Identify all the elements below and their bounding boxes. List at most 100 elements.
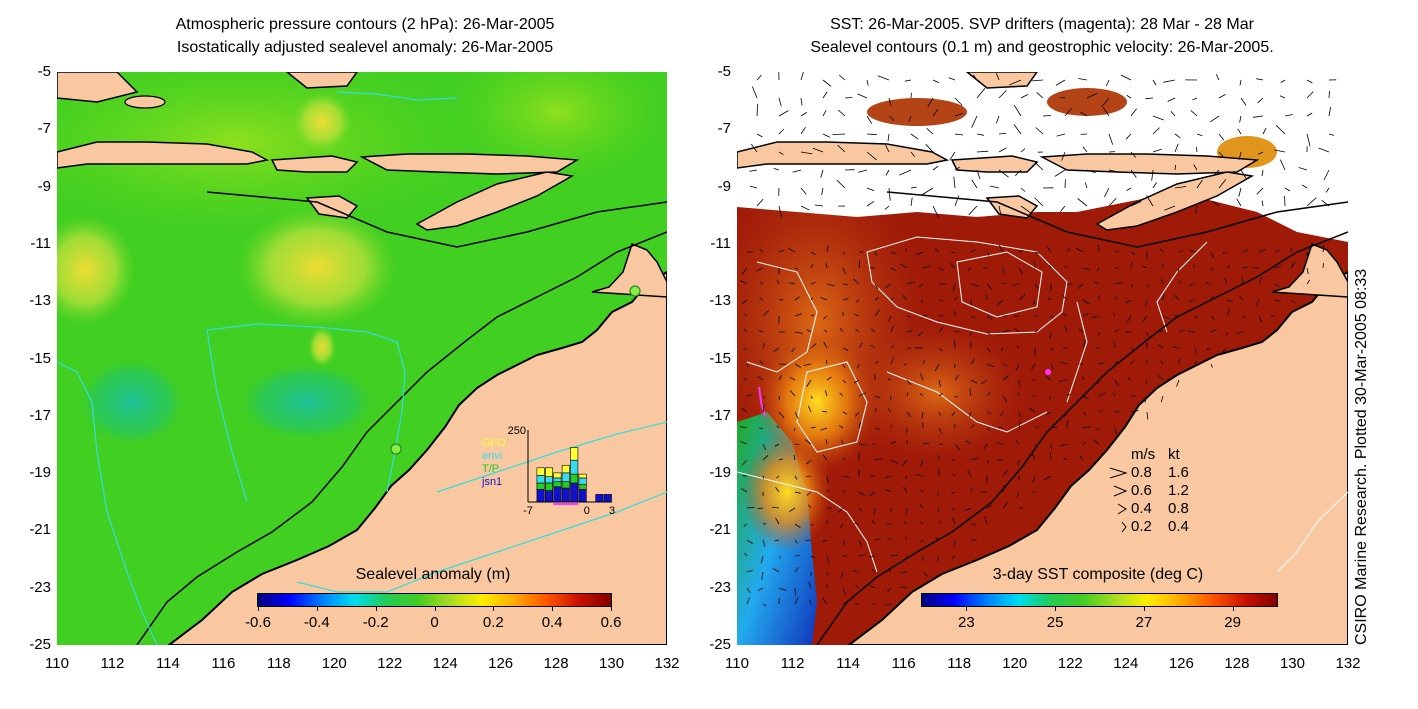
velocity-arrow: [1078, 78, 1088, 81]
inset-bar-segment: [536, 475, 545, 484]
velocity-arrow: [762, 343, 765, 349]
inset-bar-segment: [603, 494, 612, 503]
velocity-arrow: [1112, 392, 1116, 397]
velocity-arrow: [871, 519, 876, 525]
velocity-arrow: [1280, 79, 1286, 83]
inset-xtick-label: 0: [584, 505, 590, 517]
velocity-arrow: [1130, 151, 1137, 158]
velocity-arrow: [887, 538, 892, 541]
velocity-arrow: [976, 169, 981, 180]
velocity-arrow: [1002, 469, 1008, 477]
velocity-arrow: [1189, 299, 1196, 302]
velocity-arrow: [1210, 328, 1218, 333]
velocity-arrow: [919, 521, 924, 525]
velocity-legend-ms: 0.8: [1131, 464, 1152, 481]
velocity-arrow: [887, 587, 892, 592]
velocity-arrow: [778, 97, 782, 107]
velocity-arrow: [1034, 443, 1037, 448]
velocity-arrow: [1145, 299, 1148, 307]
velocity-arrow: [874, 297, 879, 301]
velocity-arrow: [890, 267, 896, 272]
velocity-arrow: [744, 552, 748, 557]
velocity-arrow: [910, 186, 917, 189]
velocity-arrow: [886, 489, 892, 493]
velocity-arrow: [866, 115, 873, 124]
velocity-arrow: [1306, 279, 1311, 285]
velocity-arrow: [794, 523, 801, 529]
velocity-arrow: [1279, 95, 1286, 99]
velocity-arrow: [1055, 79, 1066, 86]
lon-tick-label: 132: [1335, 655, 1361, 672]
inset-legend-label: jsn1: [481, 476, 502, 488]
velocity-arrow: [1174, 143, 1179, 153]
left-pressure-contour-1: [206, 323, 406, 493]
velocity-arrow: [1018, 379, 1021, 387]
velocity-arrow: [1016, 491, 1020, 498]
velocity-arrow: [986, 283, 993, 290]
velocity-legend-header-kt: kt: [1168, 446, 1180, 463]
velocity-arrow: [1306, 133, 1311, 147]
velocity-arrow: [762, 603, 767, 607]
velocity-arrow: [1210, 315, 1215, 320]
velocity-arrow: [906, 347, 912, 349]
velocity-arrow: [1218, 133, 1225, 141]
velocity-arrow: [1017, 459, 1020, 467]
left-land-sumbawa-flores: [359, 153, 580, 175]
velocity-legend-header-ms: m/s: [1131, 446, 1156, 463]
lon-tick-label: 116: [891, 655, 916, 672]
velocity-arrow: [983, 267, 988, 269]
velocity-arrow: [1196, 179, 1203, 189]
velocity-arrow: [949, 262, 956, 269]
inset-bar-segment: [578, 473, 587, 479]
velocity-arrow: [1034, 283, 1039, 289]
velocity-arrow: [986, 347, 991, 352]
velocity-arrow: [808, 582, 812, 589]
velocity-arrow: [756, 103, 759, 117]
velocity-arrow: [1196, 133, 1203, 137]
velocity-arrow: [805, 539, 812, 541]
velocity-arrow: [906, 315, 911, 318]
velocity-arrow: [778, 458, 784, 461]
velocity-arrow: [1328, 133, 1335, 136]
right-cloud-patch: [737, 82, 817, 122]
right-land-timor: [1095, 171, 1255, 231]
velocity-arrow: [1066, 420, 1069, 429]
velocity-arrow: [806, 459, 812, 465]
left-title-line1: Atmospheric pressure contours (2 hPa): 2…: [175, 16, 555, 33]
lat-tick-label: -13: [29, 292, 51, 310]
velocity-arrow: [803, 363, 812, 366]
velocity-arrow: [1210, 295, 1214, 301]
right-sst-patch-north-2: [867, 98, 967, 126]
velocity-arrow: [986, 411, 991, 414]
velocity-arrow: [970, 299, 972, 306]
velocity-arrow: [821, 187, 824, 195]
lat-tick-label: -19: [29, 464, 51, 482]
velocity-arrow: [826, 283, 835, 287]
velocity-arrow: [1034, 162, 1044, 171]
tide-gauge-marker-2[interactable]: [629, 285, 641, 297]
right-drifter-marker: [1045, 369, 1051, 375]
velocity-arrow: [1159, 248, 1164, 253]
velocity-arrow: [904, 79, 912, 82]
tide-gauge-marker-1[interactable]: [390, 443, 402, 455]
velocity-arrow: [837, 144, 846, 153]
right-land-sumbawa-flores: [1039, 153, 1260, 175]
colorbar-tick-label: -0.2: [362, 614, 389, 631]
velocity-arrow: [1322, 263, 1324, 269]
velocity-arrow: [1082, 442, 1087, 445]
velocity-arrow: [874, 251, 878, 256]
velocity-arrow: [1238, 151, 1242, 160]
inset-bar-segment: [545, 476, 554, 484]
velocity-arrow: [919, 504, 924, 509]
velocity-arrow: [1226, 265, 1231, 269]
velocity-arrow: [1114, 328, 1119, 333]
velocity-arrow: [1002, 375, 1010, 381]
velocity-arrow: [778, 555, 781, 559]
velocity-arrow: [774, 539, 780, 542]
velocity-arrow: [778, 151, 784, 156]
lon-tick-label: 118: [266, 655, 291, 672]
velocity-arrow: [840, 571, 844, 579]
inset-bar-segment: [578, 477, 587, 485]
velocity-arrow: [1060, 361, 1068, 365]
velocity-arrow: [794, 587, 797, 596]
